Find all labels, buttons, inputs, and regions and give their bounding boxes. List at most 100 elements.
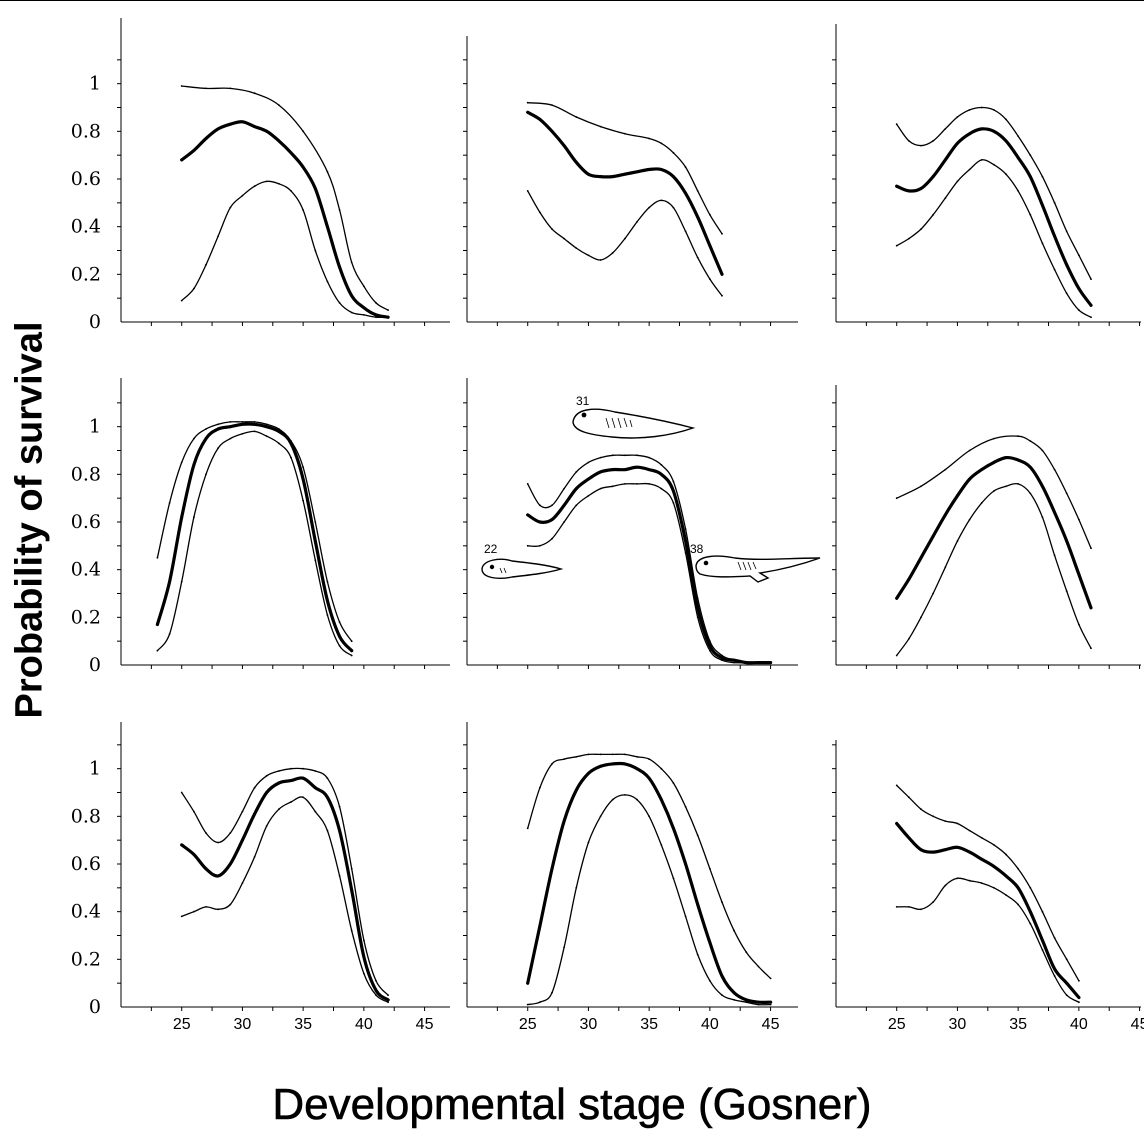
series-lower-point bbox=[672, 502, 675, 504]
series-estimate-point bbox=[338, 635, 341, 638]
series-upper-point bbox=[944, 468, 947, 471]
series-upper-point bbox=[733, 929, 735, 932]
series-estimate-point bbox=[992, 461, 996, 464]
series-upper-point bbox=[575, 116, 578, 118]
series-upper-point bbox=[539, 786, 541, 789]
y-tick-label: 0.2 bbox=[71, 263, 101, 285]
series-lower-point bbox=[302, 209, 304, 211]
series-lower-point bbox=[956, 180, 959, 183]
series-estimate-point bbox=[599, 764, 602, 768]
series-lower-point bbox=[1041, 516, 1044, 519]
series-upper-point bbox=[932, 140, 934, 142]
series-estimate-point bbox=[968, 850, 971, 854]
series-upper-point bbox=[229, 421, 232, 423]
x-tick-label: 30 bbox=[949, 1016, 967, 1033]
series-lower-point bbox=[587, 494, 590, 497]
panel-row3-col3: 25 30 35 40 45 bbox=[832, 740, 1144, 1033]
series-estimate-point bbox=[326, 225, 329, 229]
series-estimate-point bbox=[943, 158, 947, 162]
series-lower-point bbox=[648, 483, 650, 485]
series-estimate-point bbox=[386, 998, 390, 1002]
y-tick-label: 0.4 bbox=[71, 901, 101, 923]
series-lower-point bbox=[757, 1003, 760, 1006]
series-estimate-point bbox=[931, 175, 935, 179]
series-lower-point bbox=[599, 487, 602, 490]
series-upper-point bbox=[895, 784, 898, 787]
series-estimate-point bbox=[980, 127, 984, 131]
series-estimate-point bbox=[1089, 303, 1093, 307]
series-lower-point bbox=[757, 661, 760, 664]
panel-row2-col2 bbox=[463, 378, 798, 669]
series-lower-point bbox=[290, 801, 292, 803]
series-lower-point bbox=[660, 844, 663, 846]
series-lower-point bbox=[745, 661, 748, 664]
series-lower-point bbox=[1017, 190, 1019, 192]
series-estimate-point bbox=[180, 158, 184, 162]
series-upper-point bbox=[205, 428, 207, 430]
series-upper-point bbox=[648, 137, 650, 140]
series-estimate-point bbox=[684, 862, 687, 866]
series-lower-point bbox=[895, 244, 898, 247]
series-upper-point bbox=[180, 85, 183, 87]
series-upper-point bbox=[168, 502, 171, 504]
series-lower-point bbox=[696, 953, 699, 956]
series-estimate-point bbox=[1053, 511, 1056, 514]
series-lower-point bbox=[932, 592, 934, 595]
series-upper-point bbox=[350, 640, 353, 643]
series-lower-point bbox=[709, 979, 711, 982]
series-lower-point bbox=[611, 485, 614, 488]
series-lower-point bbox=[968, 168, 971, 171]
series-upper-point bbox=[338, 805, 341, 808]
series-estimate-point bbox=[599, 470, 602, 474]
tadpole-stage-31-drawing bbox=[572, 408, 696, 439]
series-upper-line bbox=[527, 454, 772, 664]
series-lower-point bbox=[672, 877, 675, 880]
series-lower-point bbox=[1005, 485, 1007, 488]
series-estimate-point bbox=[968, 477, 971, 481]
series-estimate-point bbox=[992, 129, 996, 133]
series-lower-point bbox=[956, 877, 959, 880]
series-lower-point bbox=[980, 502, 983, 504]
series-estimate-point bbox=[647, 168, 651, 171]
series-lower-point bbox=[375, 316, 377, 319]
series-estimate-point bbox=[1041, 938, 1044, 942]
series-lower-point bbox=[587, 254, 590, 257]
series-lower-point bbox=[563, 237, 565, 240]
series-upper-point bbox=[1041, 175, 1044, 178]
series-estimate-line bbox=[526, 761, 773, 1004]
series-upper-point bbox=[278, 104, 280, 106]
series-estimate-point bbox=[228, 425, 232, 429]
series-upper-point bbox=[660, 142, 663, 145]
series-estimate-point bbox=[1077, 573, 1081, 576]
series-estimate-point bbox=[1016, 458, 1020, 462]
panel-row1-col1: 0 0.2 0.4 0.6 0.8 1 bbox=[71, 18, 450, 333]
series-upper-point bbox=[757, 965, 760, 968]
series-upper-point bbox=[684, 528, 687, 530]
series-upper-point bbox=[944, 820, 947, 822]
series-upper-point bbox=[563, 758, 565, 760]
series-estimate-point bbox=[919, 848, 923, 852]
series-estimate-line bbox=[895, 127, 1093, 307]
y-tick-label: 0.6 bbox=[71, 168, 101, 190]
series-lower-point bbox=[180, 299, 183, 302]
series-estimate-point bbox=[265, 791, 269, 794]
series-estimate-point bbox=[1089, 606, 1093, 610]
series-lower-point bbox=[1053, 554, 1056, 557]
series-upper-point bbox=[326, 580, 329, 583]
series-lower-point bbox=[648, 815, 650, 818]
series-estimate-line bbox=[526, 465, 773, 665]
series-estimate-point bbox=[1065, 263, 1069, 267]
series-lower-point bbox=[551, 228, 553, 231]
series-upper-point bbox=[375, 302, 377, 304]
series-upper-point bbox=[624, 132, 626, 135]
series-estimate-point bbox=[562, 144, 566, 148]
series-upper-point bbox=[1065, 230, 1068, 233]
series-estimate-point bbox=[204, 437, 208, 440]
x-tick-label: 30 bbox=[234, 1016, 252, 1033]
series-lower-point bbox=[575, 247, 578, 250]
x-tick-label: 45 bbox=[1131, 1016, 1144, 1033]
series-upper-point bbox=[993, 437, 995, 440]
series-upper-point bbox=[217, 423, 220, 426]
series-lower-point bbox=[314, 559, 317, 561]
series-lower-point bbox=[253, 185, 256, 188]
